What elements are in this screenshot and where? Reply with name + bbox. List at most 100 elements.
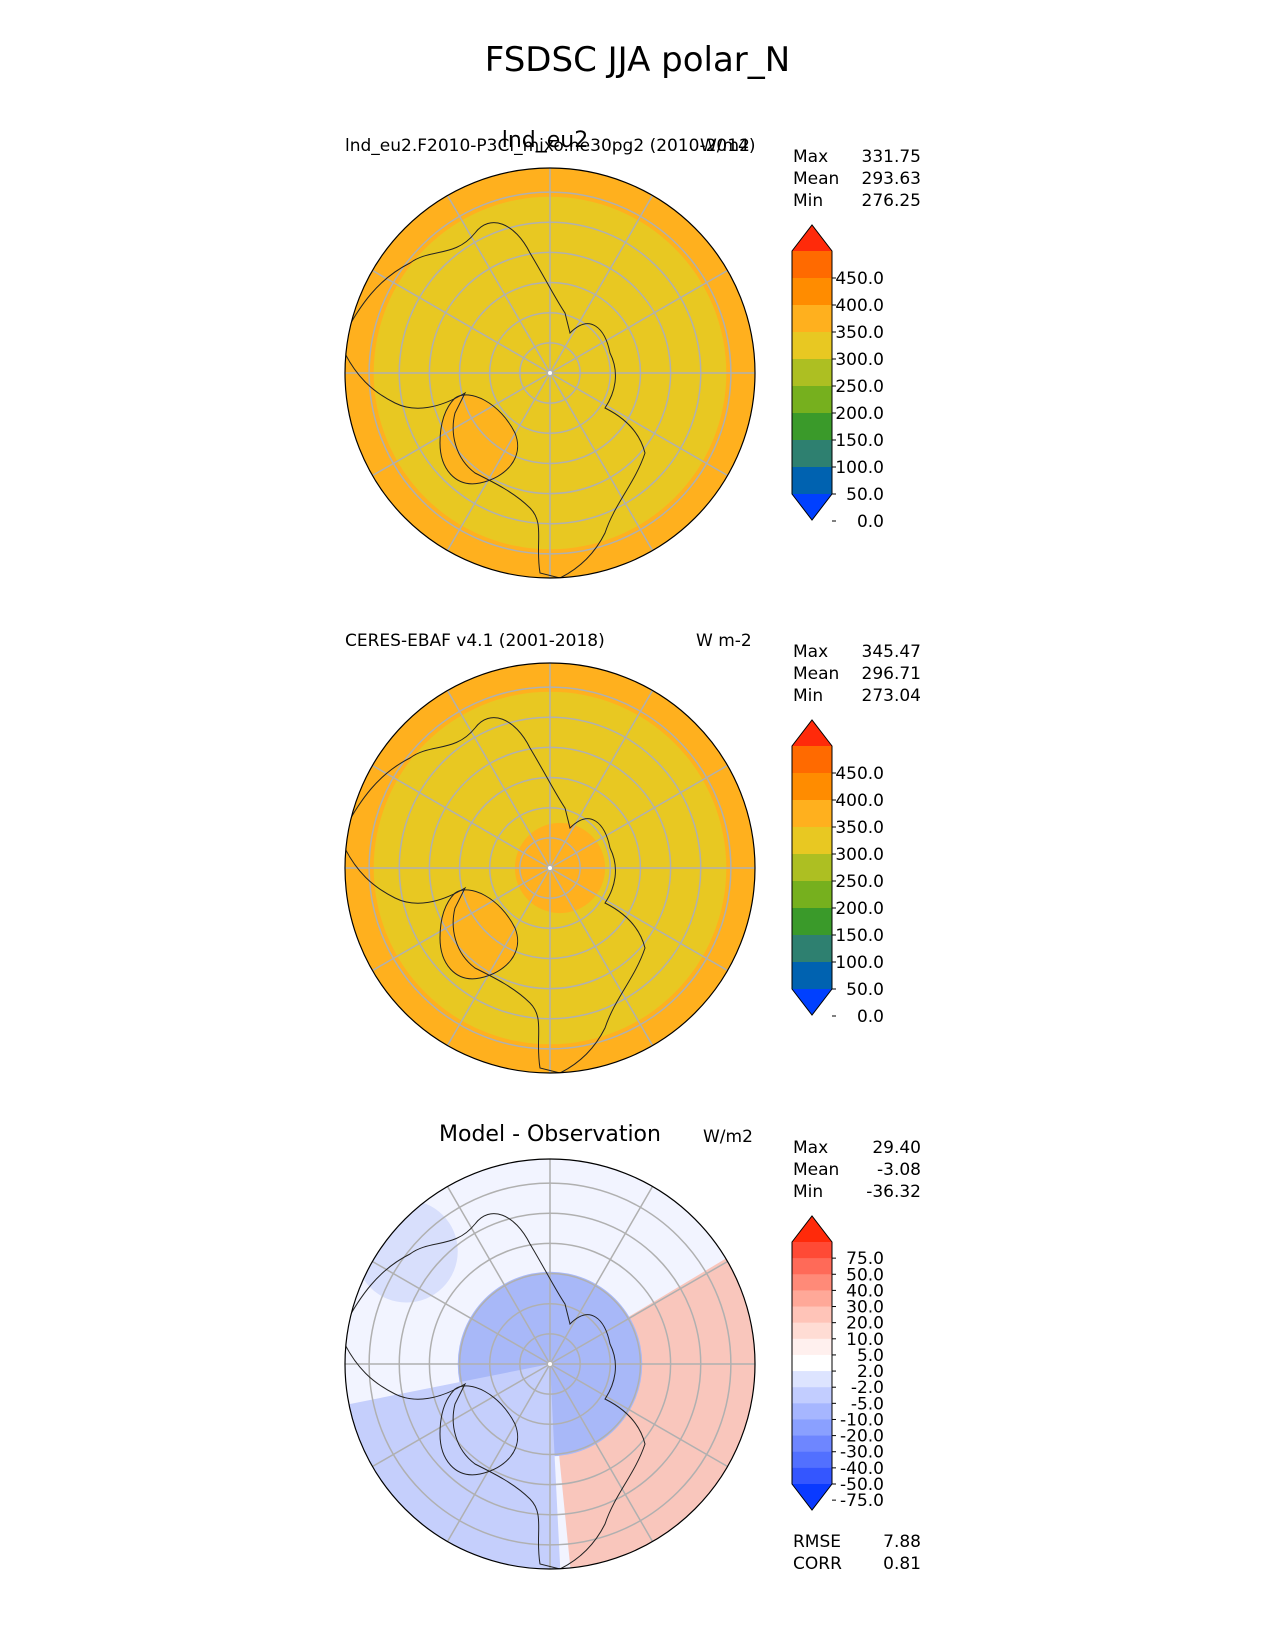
meridian-line (372, 1363, 551, 1468)
colorbar-tick-label: 400.0 (835, 296, 884, 316)
colorbar-tick-label: -10.0 (840, 1410, 884, 1430)
colorbar-tick-label: 50.0 (846, 1265, 884, 1285)
colorbar-tick-label: 150.0 (835, 431, 884, 451)
meridian-line (549, 1363, 728, 1468)
colorbar-bin (792, 1306, 832, 1324)
colorbar-tick-label: 450.0 (835, 269, 884, 289)
meridian-line (549, 867, 728, 972)
colorbar-tick-label: 300.0 (835, 350, 884, 370)
colorbar-tick-label: 5.0 (857, 1346, 884, 1366)
colorbar-bin (792, 251, 832, 279)
colorbar-bin (792, 1322, 832, 1340)
colorbar-extend-max (792, 225, 832, 251)
figure-title: FSDSC JJA polar_N (484, 40, 791, 80)
colorbar-tick-label: -2.0 (851, 1378, 884, 1398)
meridian-line (446, 1186, 551, 1365)
colorbar-3: 75.050.040.030.020.010.05.02.0-2.0-5.0-1… (791, 1215, 884, 1511)
panel2-obs-label: CERES-EBAF v4.1 (2001-2018) (345, 631, 605, 651)
colorbar-bin (792, 908, 832, 936)
colorbar-bin (792, 440, 832, 468)
colorbar-bin (792, 1419, 832, 1437)
polar-map-panel-1 (344, 167, 756, 579)
colorbar-bin (792, 854, 832, 882)
colorbar-bin (792, 332, 832, 360)
colorbar-bin (792, 800, 832, 828)
meridian-line (549, 867, 654, 1046)
colorbar-bin (792, 467, 832, 495)
panel3-title: Model - Observation (439, 1122, 661, 1147)
panel3-stats: Max 29.40 Mean -3.08 Min -36.32 (793, 1138, 921, 1202)
meridian-line (549, 372, 654, 551)
colorbar-1: 450.0 400.0 350.0 300.0 250.0 200.0 150.0 100.0… (791, 224, 884, 532)
colorbar-bin (792, 1354, 832, 1372)
colorbar-tick-label: 200.0 (835, 899, 884, 919)
panel3-metrics: RMSE 7.88 CORR 0.81 (793, 1532, 921, 1574)
colorbar-extend-max (792, 1216, 832, 1242)
colorbar-tick-label: 2.0 (857, 1362, 884, 1382)
map-boundary (344, 662, 756, 1074)
colorbar-bin (792, 413, 832, 441)
coastline (345, 717, 646, 1073)
colorbar-bin (792, 1403, 832, 1420)
colorbar-tick-label: 300.0 (835, 845, 884, 865)
colorbar-extend-min (792, 989, 832, 1015)
colorbar-tick-label: 100.0 (835, 953, 884, 973)
panel1-stats: Max 331.75 Mean 293.63 Min 276.25 (793, 147, 921, 211)
coastline-greenland (439, 889, 518, 980)
colorbar-bin (792, 1387, 832, 1404)
colorbar-bin (792, 1338, 832, 1356)
colorbar-tick-label: -20.0 (840, 1427, 884, 1447)
north-pole-marker (548, 866, 552, 870)
colorbar-tick-label: -40.0 (840, 1459, 884, 1479)
colorbar-tick-label: -75.0 (840, 1491, 884, 1511)
colorbar-tick-label: -50.0 (840, 1475, 884, 1495)
meridian-line (549, 764, 728, 869)
colorbar-tick-label: 50.0 (846, 980, 884, 1000)
colorbar-tick-label: 450.0 (835, 764, 884, 784)
colorbar-bin (792, 1467, 832, 1485)
map-boundary (344, 167, 756, 579)
colorbar-tick-label: 350.0 (835, 323, 884, 343)
coastline (345, 222, 646, 578)
colorbar-extend-min (792, 494, 832, 520)
colorbar-bin (792, 962, 832, 990)
colorbar-tick-label: 250.0 (835, 872, 884, 892)
panel2-stats: Max 345.47 Mean 296.71 Min 273.04 (793, 642, 921, 706)
north-pole-marker (548, 371, 552, 375)
panel2-units: W m-2 (696, 631, 752, 651)
colorbar-bin (792, 935, 832, 963)
colorbar-tick-label: 0.0 (857, 512, 884, 532)
colorbar-tick-label: 400.0 (835, 791, 884, 811)
meridian-line (549, 1186, 654, 1365)
panel3-units: W/m2 (703, 1127, 753, 1147)
meridian-line (372, 764, 551, 869)
meridian-line (446, 372, 551, 551)
colorbar-tick-label: 0.0 (857, 1007, 884, 1027)
meridian-line (549, 195, 654, 374)
meridian-line (549, 372, 728, 477)
meridian-line (372, 867, 551, 972)
north-pole-marker (548, 1362, 552, 1366)
polar-map-panel-3 (344, 1158, 756, 1570)
colorbar-bin (792, 1258, 832, 1275)
colorbar-bin (792, 827, 832, 855)
panel1-title: lnd_eu2 (501, 128, 589, 153)
diff-negative-patch (355, 1200, 458, 1303)
colorbar-2: 450.0 400.0 350.0 300.0 250.0 200.0 150.0 100.0… (791, 719, 884, 1027)
colorbar-tick-label: 100.0 (835, 458, 884, 478)
colorbar-tick-label: 75.0 (846, 1249, 884, 1269)
colorbar-tick-label: 40.0 (846, 1281, 884, 1301)
colorbar-tick-label: 20.0 (846, 1314, 884, 1334)
colorbar-tick-label: 10.0 (846, 1330, 884, 1350)
colorbar-extend-min (792, 1484, 832, 1510)
meridian-line (549, 269, 728, 374)
meridian-line (372, 372, 551, 477)
colorbar-bin (792, 1274, 832, 1291)
meridian-line (446, 1363, 551, 1542)
colorbar-tick-label: 200.0 (835, 404, 884, 424)
meridian-line (372, 1260, 551, 1365)
colorbar-bin (792, 278, 832, 306)
meridian-line (446, 195, 551, 374)
colorbar-bin (792, 881, 832, 909)
colorbar-bin (792, 746, 832, 774)
